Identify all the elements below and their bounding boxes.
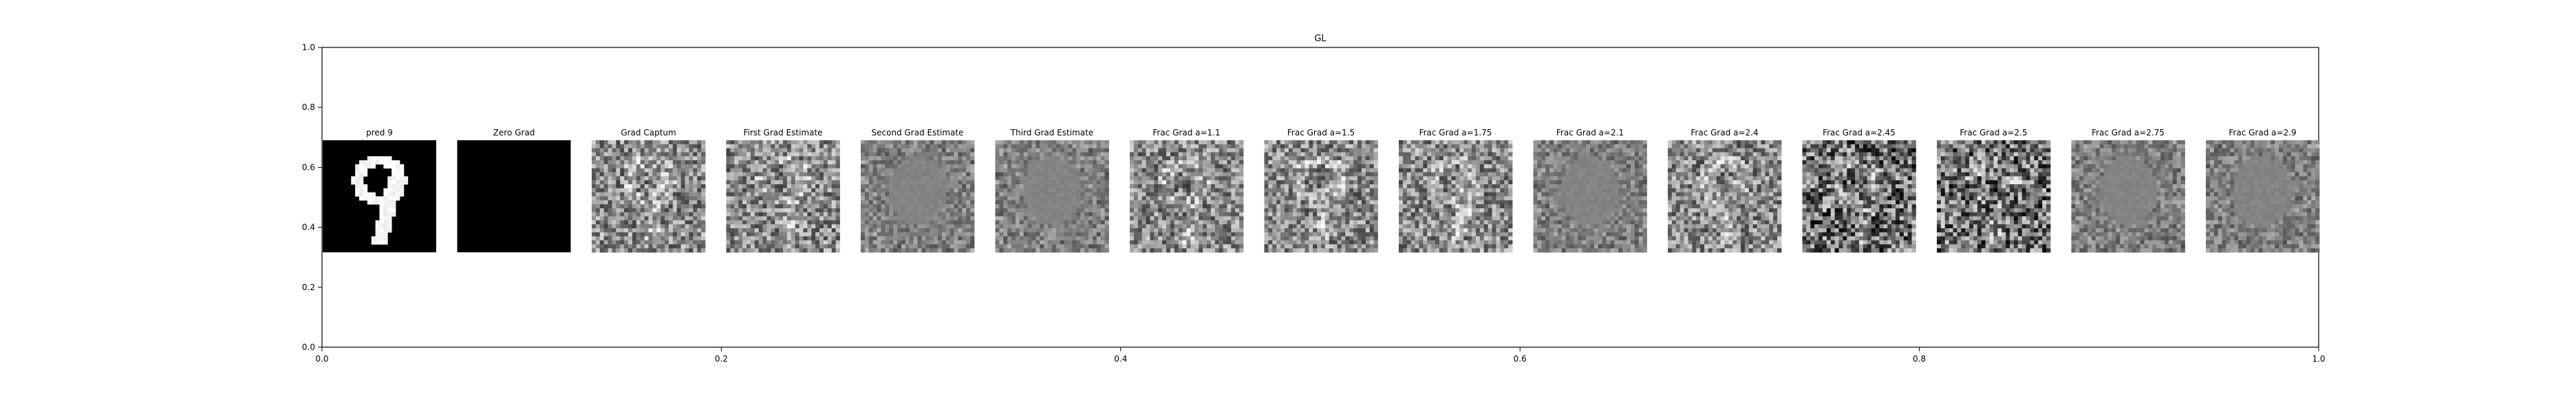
panel-image [1130,140,1244,253]
panel-5: Second Grad Estimate [861,128,975,253]
panel-title: Frac Grad a=2.4 [1690,128,1758,138]
panel-image [592,140,706,253]
panel-9: Frac Grad a=1.75 [1399,128,1513,253]
panel-image [861,140,975,253]
x-tick-label: 0.2 [715,354,728,364]
panel-2: Zero Grad [457,128,571,252]
x-tick-label: 0.6 [1514,354,1527,364]
panel-image [2206,140,2320,253]
x-tick-label: 0.0 [315,354,328,364]
y-tick-label: 0.8 [302,102,315,112]
y-tick-label: 1.0 [302,43,315,52]
panel-1: pred 9 [323,128,436,252]
panel-image [1668,140,1782,253]
panel-title: Zero Grad [493,128,535,138]
panel-title: Grad Captum [621,128,676,138]
panel-image [1937,140,2051,253]
panel-image [323,140,436,252]
panel-title: Frac Grad a=2.9 [2229,128,2296,138]
image-panels: pred 9 Zero Grad Grad Captum First Grad Est… [323,128,2320,253]
y-tick-label: 0.4 [302,223,315,232]
y-axis: 0.0 0.2 0.4 0.6 0.8 1.0 [302,43,322,352]
panel-title: Frac Grad a=2.45 [1823,128,1896,138]
y-tick-label: 0.2 [302,283,315,292]
panel-title: Frac Grad a=1.1 [1152,128,1220,138]
panel-image [726,140,840,253]
panel-title: Third Grad Estimate [1010,128,1093,138]
x-tick-label: 0.4 [1114,354,1127,364]
panel-14: Frac Grad a=2.75 [2071,128,2185,253]
panel-8: Frac Grad a=1.5 [1264,128,1378,253]
panel-title: Second Grad Estimate [872,128,964,138]
panel-13: Frac Grad a=2.5 [1937,128,2051,253]
y-tick-label: 0.0 [302,342,315,352]
panel-6: Third Grad Estimate [995,128,1109,253]
panel-title: Frac Grad a=2.1 [1556,128,1624,138]
panel-image [995,140,1109,253]
panel-image [1399,140,1513,253]
panel-title: Frac Grad a=2.5 [1960,128,2027,138]
x-tick-label: 1.0 [2312,354,2325,364]
panel-10: Frac Grad a=2.1 [1533,128,1647,253]
panel-title: Frac Grad a=2.75 [2092,128,2165,138]
panel-image [457,140,571,252]
chart-title: GL [1314,34,1327,44]
panel-title: pred 9 [366,128,393,138]
panel-4: First Grad Estimate [726,128,840,253]
panel-image [1802,140,1916,253]
panel-title: First Grad Estimate [743,128,822,138]
x-tick-label: 0.8 [1913,354,1926,364]
panel-title: Frac Grad a=1.5 [1287,128,1355,138]
x-axis: 0.0 0.2 0.4 0.6 0.8 1.0 [315,347,2326,364]
panel-11: Frac Grad a=2.4 [1668,128,1782,253]
panel-image [1533,140,1647,253]
panel-7: Frac Grad a=1.1 [1130,128,1244,253]
panel-15: Frac Grad a=2.9 [2206,128,2320,253]
panel-3: Grad Captum [592,128,706,253]
panel-image [2071,140,2185,253]
panel-12: Frac Grad a=2.45 [1802,128,1916,253]
panel-title: Frac Grad a=1.75 [1419,128,1492,138]
y-tick-label: 0.6 [302,162,315,172]
panel-image [1264,140,1378,253]
